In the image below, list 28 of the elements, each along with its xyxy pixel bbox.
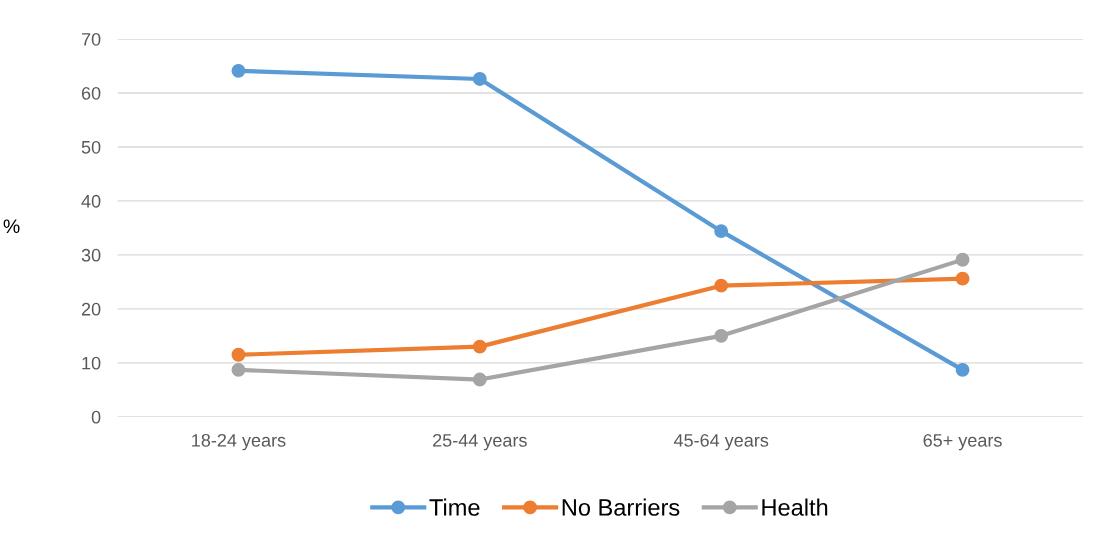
y-tick-label: 50 [81, 140, 101, 154]
legend-label: No Barriers [562, 498, 680, 516]
point [714, 328, 729, 343]
point [472, 372, 487, 387]
x-tick-label: 18-24 years [192, 433, 286, 451]
point [472, 339, 487, 354]
point [231, 347, 246, 362]
point [714, 278, 729, 293]
y-tick-label: 10 [82, 356, 101, 370]
point [231, 362, 246, 377]
point [955, 252, 970, 267]
point [955, 271, 970, 286]
y-tick-label: 20 [81, 302, 101, 316]
y-axis-title: % [3, 219, 20, 234]
x-tick-label: 65+ years [923, 433, 1002, 451]
point [955, 362, 970, 377]
x-tick-label: 45-64 years [673, 433, 769, 451]
y-tick-label: 40 [81, 194, 101, 208]
y-tick-label: 30 [81, 248, 101, 262]
y-tick-label: 60 [81, 86, 101, 100]
point [472, 72, 487, 86]
point [714, 224, 729, 239]
y-tick-label: 70 [81, 32, 101, 46]
point [231, 63, 246, 78]
legend-label: Time [429, 498, 480, 516]
x-tick-label: 25-44 years [433, 433, 527, 451]
y-tick-label: 0 [91, 410, 101, 424]
legend-label: Health [762, 498, 828, 516]
